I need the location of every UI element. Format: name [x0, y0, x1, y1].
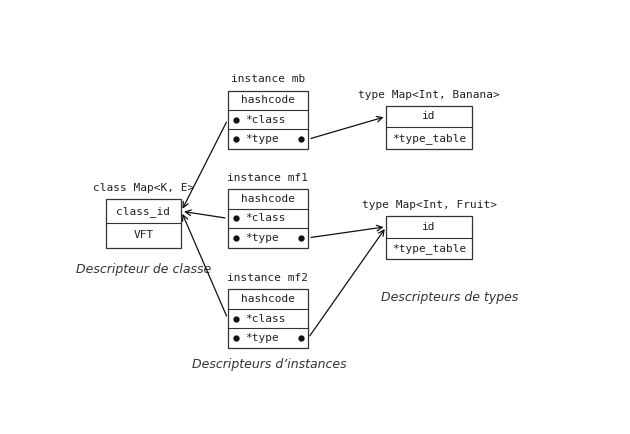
Text: type Map<Int, Fruit>: type Map<Int, Fruit> [362, 200, 496, 210]
Text: hashcode: hashcode [241, 294, 295, 304]
Text: *class: *class [245, 314, 286, 324]
Bar [227, 91, 308, 149]
Text: *type: *type [245, 233, 279, 243]
Text: instance mb: instance mb [231, 75, 305, 85]
Bar [386, 105, 472, 149]
Bar [106, 199, 181, 247]
Text: VFT: VFT [134, 230, 154, 240]
Bar [386, 216, 472, 259]
Text: *class: *class [245, 115, 286, 125]
Bar [227, 189, 308, 247]
Text: type Map<Int, Banana>: type Map<Int, Banana> [358, 89, 500, 99]
Text: id: id [422, 112, 436, 122]
Text: id: id [422, 222, 436, 232]
Text: *type_table: *type_table [392, 243, 466, 254]
Text: *type: *type [245, 134, 279, 144]
Text: class Map<K, E>: class Map<K, E> [93, 183, 194, 193]
Text: hashcode: hashcode [241, 194, 295, 204]
Text: Descripteur de classe: Descripteur de classe [76, 263, 211, 276]
Text: instance mf2: instance mf2 [227, 273, 309, 283]
Bar [227, 289, 308, 348]
Text: *type_table: *type_table [392, 133, 466, 144]
Text: *class: *class [245, 214, 286, 224]
Text: class_id: class_id [117, 206, 171, 217]
Text: Descripteurs de types: Descripteurs de types [381, 291, 518, 304]
Text: *type: *type [245, 333, 279, 343]
Text: instance mf1: instance mf1 [227, 173, 309, 183]
Text: hashcode: hashcode [241, 95, 295, 105]
Text: Descripteurs d’instances: Descripteurs d’instances [192, 358, 346, 371]
